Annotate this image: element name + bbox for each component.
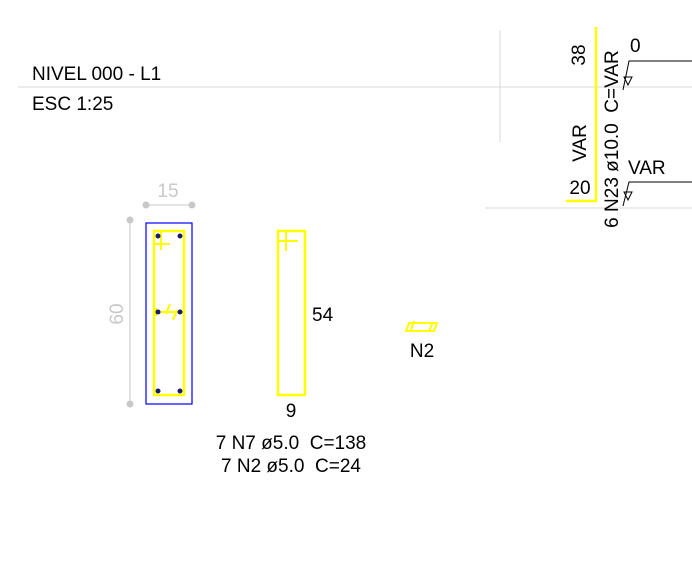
frame-lines (485, 30, 692, 209)
stirrup-width-label: 9 (286, 401, 297, 422)
bar-n23-detail: 38 VAR 20 6 N23 ø10.0 C=VAR 0 VAR (566, 27, 692, 228)
level-mark-bottom (622, 181, 692, 207)
rebar-dot (177, 233, 183, 239)
section-outline (145, 222, 193, 405)
schedule-line-2: 7 N2 ø5.0 C=24 (221, 456, 361, 477)
stirrup-detail: 54 9 (276, 229, 334, 422)
section-width-label: 15 (157, 181, 178, 202)
scale-label: ESC 1:25 (32, 94, 113, 115)
column-section: 15 60 (107, 181, 196, 408)
stirrup-height-label: 54 (312, 305, 334, 326)
section-stirrup-hook (155, 232, 170, 250)
width-dimension (142, 201, 196, 209)
bar-n23-top-length: 38 (569, 44, 590, 65)
title-block: NIVEL 000 - L1 ESC 1:25 (18, 64, 692, 115)
stirrup-hook-shape (279, 232, 298, 251)
rebar-dot (155, 309, 161, 315)
hook-shape (404, 320, 439, 333)
level-top-label: 0 (630, 36, 641, 57)
section-rebars (155, 233, 183, 394)
bar-n23-bottom-length: 20 (569, 178, 590, 199)
stirrup-shape (276, 229, 307, 397)
bar-n23-shape (566, 27, 598, 203)
height-dimension (126, 216, 134, 408)
bar-schedule: 7 N7 ø5.0 C=138 7 N2 ø5.0 C=24 (216, 433, 367, 477)
schedule-line-1: 7 N7 ø5.0 C=138 (216, 433, 367, 454)
hook-detail: N2 (404, 320, 439, 362)
rebar-dot (177, 388, 183, 394)
bar-n23-side-length: VAR (570, 124, 591, 162)
level-bottom-label: VAR (628, 158, 666, 179)
rebar-dot (177, 309, 183, 315)
section-height-label: 60 (107, 303, 128, 324)
bar-n23-spec: 6 N23 ø10.0 C=VAR (602, 50, 623, 228)
rebar-dot (155, 388, 161, 394)
hook-label: N2 (410, 341, 434, 362)
level-mark-top (622, 60, 692, 91)
level-title: NIVEL 000 - L1 (32, 64, 161, 85)
rebar-dot (155, 233, 161, 239)
